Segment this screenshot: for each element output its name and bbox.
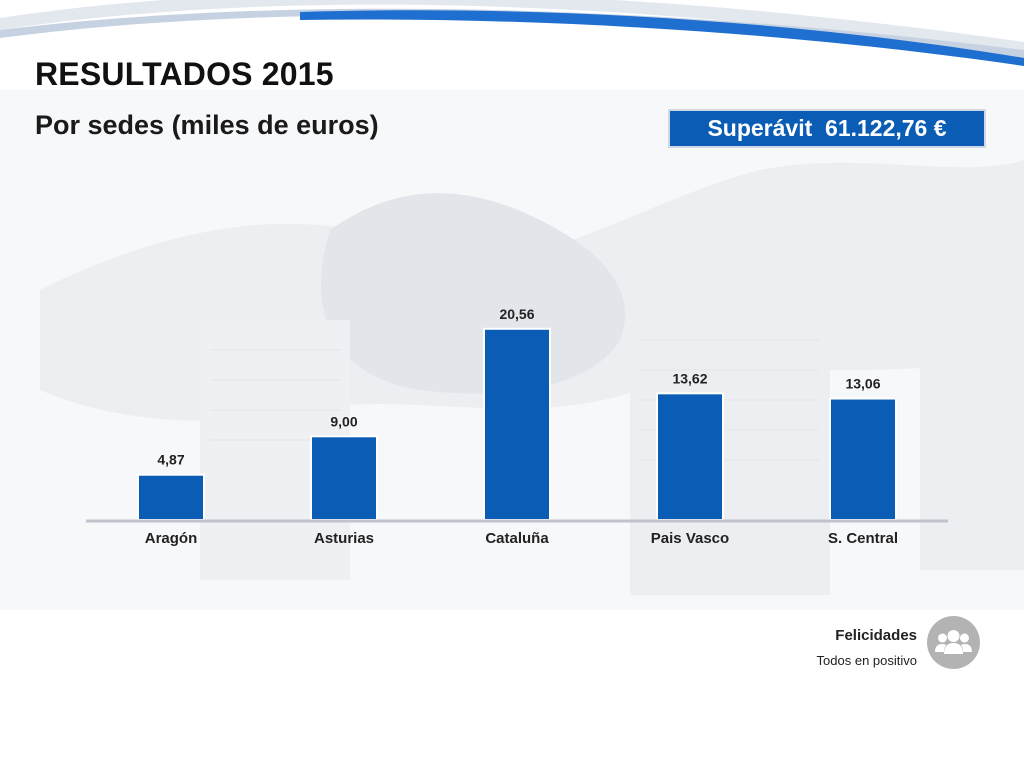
category-label-s-central: S. Central (828, 530, 898, 547)
bar-asturias (310, 435, 378, 521)
footer-title: Felicidades (835, 627, 917, 644)
data-label-cataluna: 20,56 (499, 306, 534, 322)
category-label-aragon: Aragón (145, 530, 198, 547)
bar-cataluna (483, 327, 551, 521)
bar-aragon (137, 473, 205, 522)
category-label-pais-vasco: Pais Vasco (651, 530, 729, 547)
footer-subtitle: Todos en positivo (816, 653, 917, 668)
data-label-s-central: 13,06 (845, 376, 880, 392)
bar-s-central (829, 397, 897, 521)
data-label-pais-vasco: 13,62 (672, 370, 707, 386)
slide-subtitle: Por sedes (miles de euros) (35, 110, 379, 140)
bar-pais-vasco (656, 392, 724, 522)
category-label-asturias: Asturias (314, 530, 374, 547)
background-handshake-photo (0, 90, 1024, 610)
slide-title: RESULTADOS 2015 (35, 56, 334, 92)
data-label-aragon: 4,87 (157, 452, 184, 468)
data-label-asturias: 9,00 (330, 413, 357, 429)
people-icon (927, 616, 980, 669)
surplus-badge: Superávit 61.122,76 € (668, 109, 986, 148)
category-label-cataluna: Cataluña (485, 530, 549, 547)
header-wave-decoration (0, 0, 1024, 66)
labels-layer: 4,87 Aragón 9,00 Asturias 20,56 Cataluña 13,62… (145, 306, 898, 547)
bars-layer (137, 327, 897, 522)
